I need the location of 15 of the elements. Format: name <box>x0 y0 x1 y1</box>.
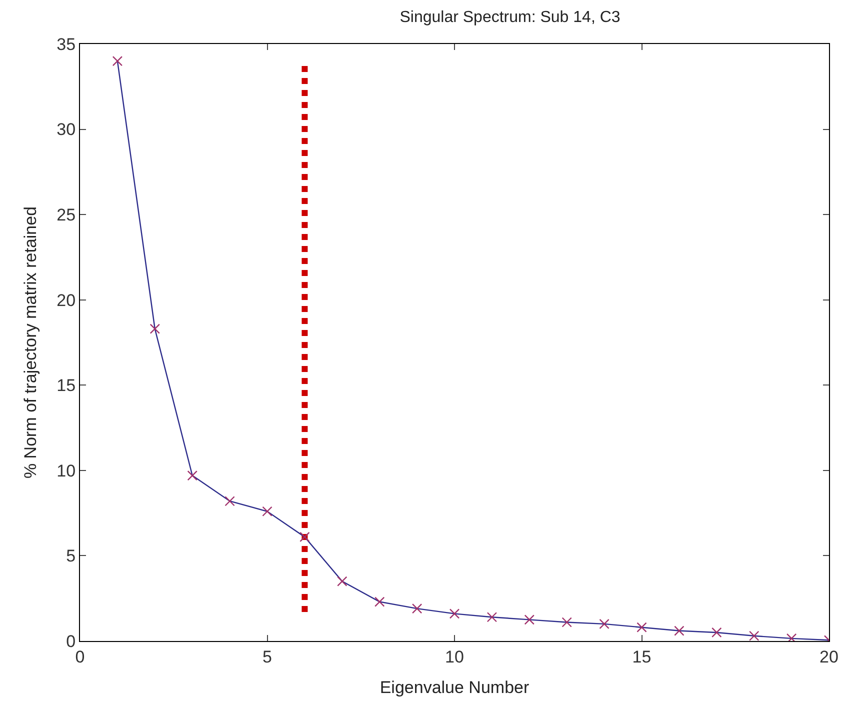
y-axis-title: % Norm of trajectory matrix retained <box>21 206 40 479</box>
chart-title: Singular Spectrum: Sub 14, C3 <box>400 8 620 26</box>
y-tick-label: 0 <box>66 632 76 651</box>
y-tick-label: 15 <box>56 376 76 396</box>
x-tick-label: 10 <box>445 647 464 666</box>
x-tick-label: 15 <box>632 647 652 666</box>
y-tick-label: 10 <box>56 461 76 480</box>
x-tick-label: 5 <box>262 647 272 666</box>
x-axis-title: Eigenvalue Number <box>380 678 530 697</box>
y-tick-label: 35 <box>56 34 76 54</box>
x-tick-label: 20 <box>820 647 838 666</box>
y-tick-label: 20 <box>56 290 76 310</box>
y-tick-label: 5 <box>66 546 76 566</box>
y-tick-label: 30 <box>56 120 76 140</box>
y-tick-label: 25 <box>56 206 76 225</box>
